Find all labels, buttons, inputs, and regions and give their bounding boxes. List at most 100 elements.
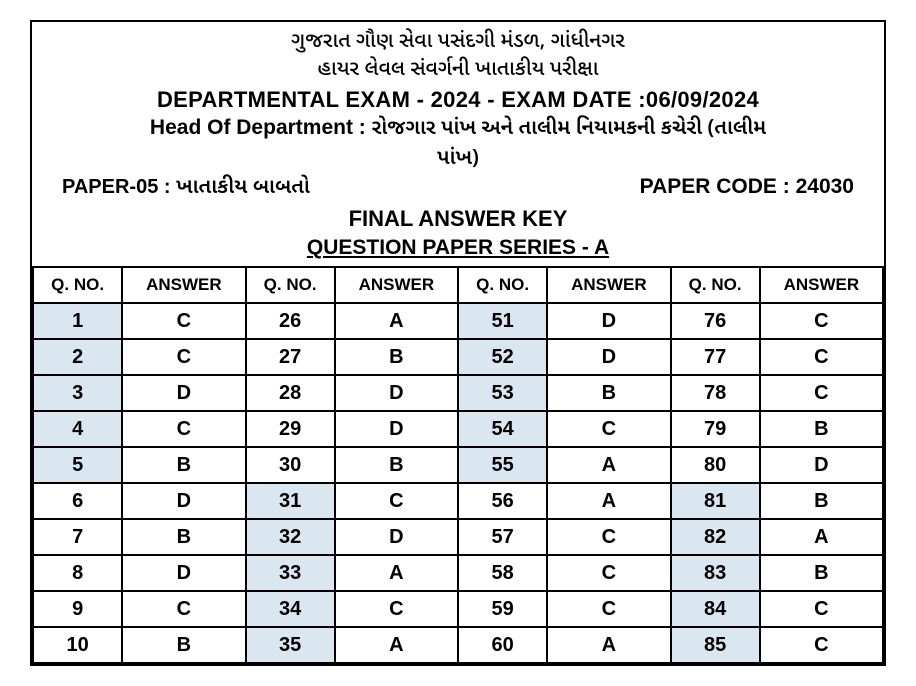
q-answer: A	[547, 627, 670, 663]
table-row: 2C27B52D77C	[33, 339, 883, 375]
q-number: 9	[33, 591, 122, 627]
q-number: 83	[671, 555, 760, 591]
q-number: 5	[33, 447, 122, 483]
table-row: 9C34C59C84C	[33, 591, 883, 627]
table-row: 7B32D57C82A	[33, 519, 883, 555]
col-ans: ANSWER	[547, 267, 670, 303]
q-answer: C	[547, 555, 670, 591]
q-number: 80	[671, 447, 760, 483]
q-number: 27	[246, 339, 335, 375]
q-answer: C	[122, 339, 245, 375]
exam-line: DEPARTMENTAL EXAM - 2024 - EXAM DATE :06…	[42, 85, 874, 115]
q-number: 30	[246, 447, 335, 483]
answer-key-table: Q. NO. ANSWER Q. NO. ANSWER Q. NO. ANSWE…	[32, 266, 884, 664]
col-qno: Q. NO.	[671, 267, 760, 303]
q-answer: C	[122, 411, 245, 447]
hod-value-1: રોજગાર પાંખ અને તાલીમ નિયામકની કચેરી (તા…	[372, 115, 766, 143]
question-paper-series: QUESTION PAPER SERIES - A	[42, 234, 874, 262]
q-answer: D	[760, 447, 883, 483]
table-row: 10B35A60A85C	[33, 627, 883, 663]
q-number: 82	[671, 519, 760, 555]
q-number: 51	[458, 303, 547, 339]
q-answer: B	[122, 447, 245, 483]
q-answer: B	[122, 627, 245, 663]
q-number: 59	[458, 591, 547, 627]
q-number: 8	[33, 555, 122, 591]
table-row: 1C26A51D76C	[33, 303, 883, 339]
q-answer: C	[760, 591, 883, 627]
q-answer: C	[547, 411, 670, 447]
q-answer: C	[335, 483, 458, 519]
q-number: 52	[458, 339, 547, 375]
paper-subject: ખાતાકીય બાબતો	[176, 174, 310, 202]
hod-line: Head Of Department : રોજગાર પાંખ અને તાલ…	[42, 114, 874, 143]
col-ans: ANSWER	[760, 267, 883, 303]
table-row: 6D31C56A81B	[33, 483, 883, 519]
q-answer: D	[122, 483, 245, 519]
q-number: 7	[33, 519, 122, 555]
exam-subtitle: હાયર લેવલ સંવર્ગની ખાતાકીય પરીક્ષા	[42, 56, 874, 84]
q-number: 78	[671, 375, 760, 411]
paper-code: 24030	[796, 175, 854, 198]
q-number: 77	[671, 339, 760, 375]
q-number: 56	[458, 483, 547, 519]
q-answer: C	[122, 591, 245, 627]
q-number: 85	[671, 627, 760, 663]
q-answer: B	[547, 375, 670, 411]
q-answer: A	[760, 519, 883, 555]
q-number: 2	[33, 339, 122, 375]
q-answer: A	[335, 627, 458, 663]
q-answer: D	[547, 339, 670, 375]
q-answer: B	[122, 519, 245, 555]
q-number: 26	[246, 303, 335, 339]
table-row: 4C29D54C79B	[33, 411, 883, 447]
q-number: 76	[671, 303, 760, 339]
q-number: 10	[33, 627, 122, 663]
q-number: 34	[246, 591, 335, 627]
q-number: 3	[33, 375, 122, 411]
paper-label: PAPER-05 :	[62, 176, 176, 198]
q-number: 33	[246, 555, 335, 591]
q-answer: A	[335, 555, 458, 591]
table-row: 8D33A58C83B	[33, 555, 883, 591]
q-answer: B	[335, 339, 458, 375]
q-number: 81	[671, 483, 760, 519]
q-answer: B	[760, 411, 883, 447]
q-answer: A	[547, 483, 670, 519]
q-answer: C	[547, 591, 670, 627]
q-answer: B	[760, 483, 883, 519]
q-number: 28	[246, 375, 335, 411]
hod-value-2: પાંખ)	[437, 145, 479, 173]
q-number: 29	[246, 411, 335, 447]
col-ans: ANSWER	[335, 267, 458, 303]
q-answer: D	[335, 411, 458, 447]
q-answer: C	[122, 303, 245, 339]
q-number: 31	[246, 483, 335, 519]
q-answer: D	[122, 375, 245, 411]
paper-code-block: PAPER CODE : 24030	[640, 173, 854, 201]
table-header-row: Q. NO. ANSWER Q. NO. ANSWER Q. NO. ANSWE…	[33, 267, 883, 303]
q-answer: C	[760, 303, 883, 339]
q-number: 79	[671, 411, 760, 447]
q-answer: A	[335, 303, 458, 339]
org-name: ગુજરાત ગૌણ સેવા પસંદગી મંડળ, ગાંધીનગર	[42, 28, 874, 56]
col-ans: ANSWER	[122, 267, 245, 303]
q-number: 58	[458, 555, 547, 591]
q-number: 6	[33, 483, 122, 519]
q-number: 35	[246, 627, 335, 663]
q-answer: D	[547, 303, 670, 339]
hod-label: Head Of Department :	[150, 116, 372, 139]
q-number: 57	[458, 519, 547, 555]
final-answer-key: FINAL ANSWER KEY	[42, 204, 874, 234]
q-number: 84	[671, 591, 760, 627]
col-qno: Q. NO.	[246, 267, 335, 303]
paper-subject-block: PAPER-05 : ખાતાકીય બાબતો	[62, 174, 310, 202]
q-answer: C	[547, 519, 670, 555]
q-number: 55	[458, 447, 547, 483]
q-answer: D	[335, 519, 458, 555]
q-number: 60	[458, 627, 547, 663]
q-number: 54	[458, 411, 547, 447]
table-row: 5B30B55A80D	[33, 447, 883, 483]
q-number: 4	[33, 411, 122, 447]
table-row: 3D28D53B78C	[33, 375, 883, 411]
